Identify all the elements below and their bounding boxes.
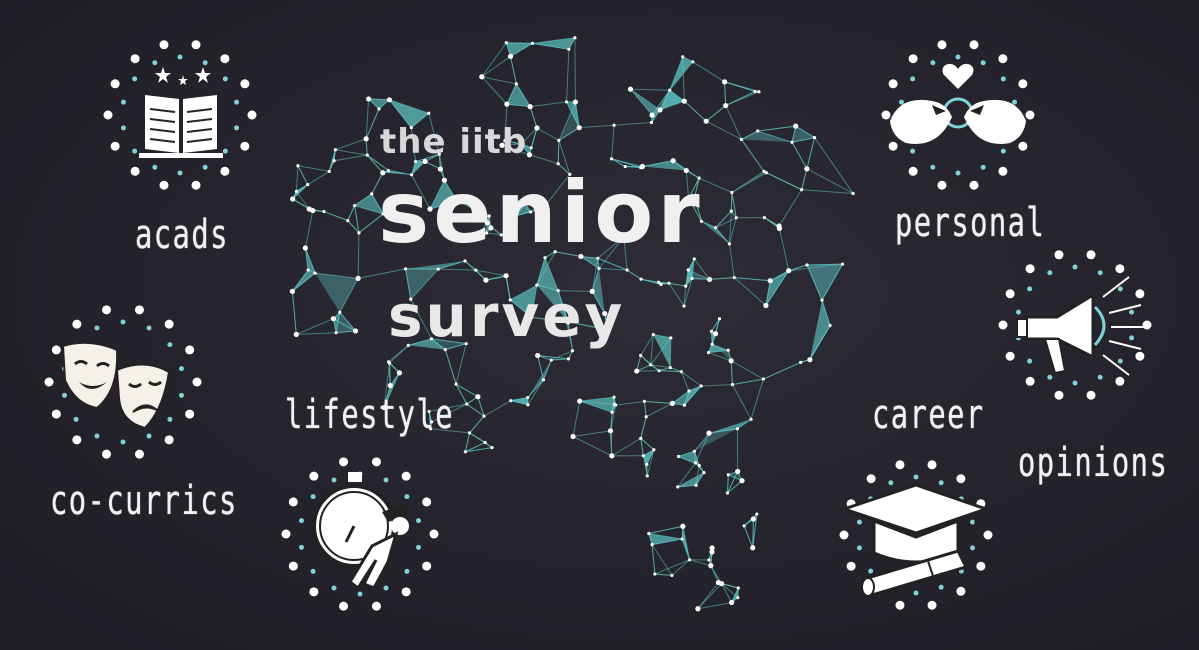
category-label-personal: personal xyxy=(895,200,1046,246)
category-label-cocurrics: co-currics xyxy=(50,478,238,524)
category-label-acads: acads xyxy=(135,212,229,258)
lovebirds-icon xyxy=(881,40,1035,190)
theatre-masks-icon xyxy=(44,305,202,459)
category-label-lifestyle: lifestyle xyxy=(285,392,455,438)
title-line-2: senior xyxy=(378,163,704,263)
book-icon xyxy=(103,40,257,190)
title-line-1: the iitb xyxy=(380,122,528,162)
graduation-cap-icon xyxy=(839,460,993,610)
megaphone-icon xyxy=(998,250,1152,400)
title-line-3: survey xyxy=(388,282,626,350)
category-label-career: career xyxy=(872,392,985,438)
category-label-opinions: opinions xyxy=(1018,440,1169,486)
stopwatch-exercise-icon xyxy=(281,457,439,611)
